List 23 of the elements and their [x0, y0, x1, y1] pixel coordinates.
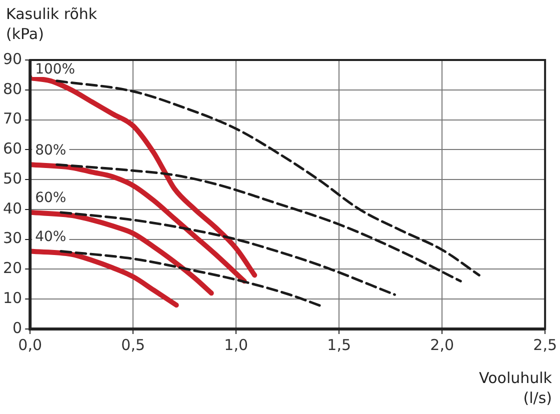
y-tick-label: 90 — [2, 50, 22, 68]
x-tick-label: 0,5 — [121, 336, 146, 354]
annotation: 80% — [35, 142, 66, 158]
x-tick-label: 2,5 — [533, 336, 557, 354]
y-tick-label: 10 — [2, 289, 22, 307]
y-tick-label: 70 — [2, 110, 22, 128]
y-tick-label: 30 — [2, 229, 22, 248]
y-tick-label: 20 — [2, 259, 22, 278]
y-axis-title: Kasulik rõhk (kPa) — [6, 4, 98, 44]
x-tick-label: 2,0 — [430, 336, 454, 354]
annotation: 100% — [35, 62, 76, 78]
x-tick-label: 0,0 — [18, 336, 42, 354]
y-tick-label: 40 — [2, 199, 22, 218]
x-tick-label: 1,5 — [327, 336, 352, 354]
y-tick-label: 80 — [2, 80, 22, 98]
y-tick-label: 50 — [2, 169, 22, 188]
y-tick-label: 0 — [12, 318, 22, 337]
line-series — [60, 250, 324, 308]
y-tick-label: 60 — [2, 140, 22, 158]
annotation: 60% — [35, 190, 66, 206]
annotation: 40% — [35, 228, 66, 245]
x-axis-title: Vooluhulk (l/s) — [479, 368, 552, 408]
x-tick-label: 1,0 — [224, 336, 248, 354]
